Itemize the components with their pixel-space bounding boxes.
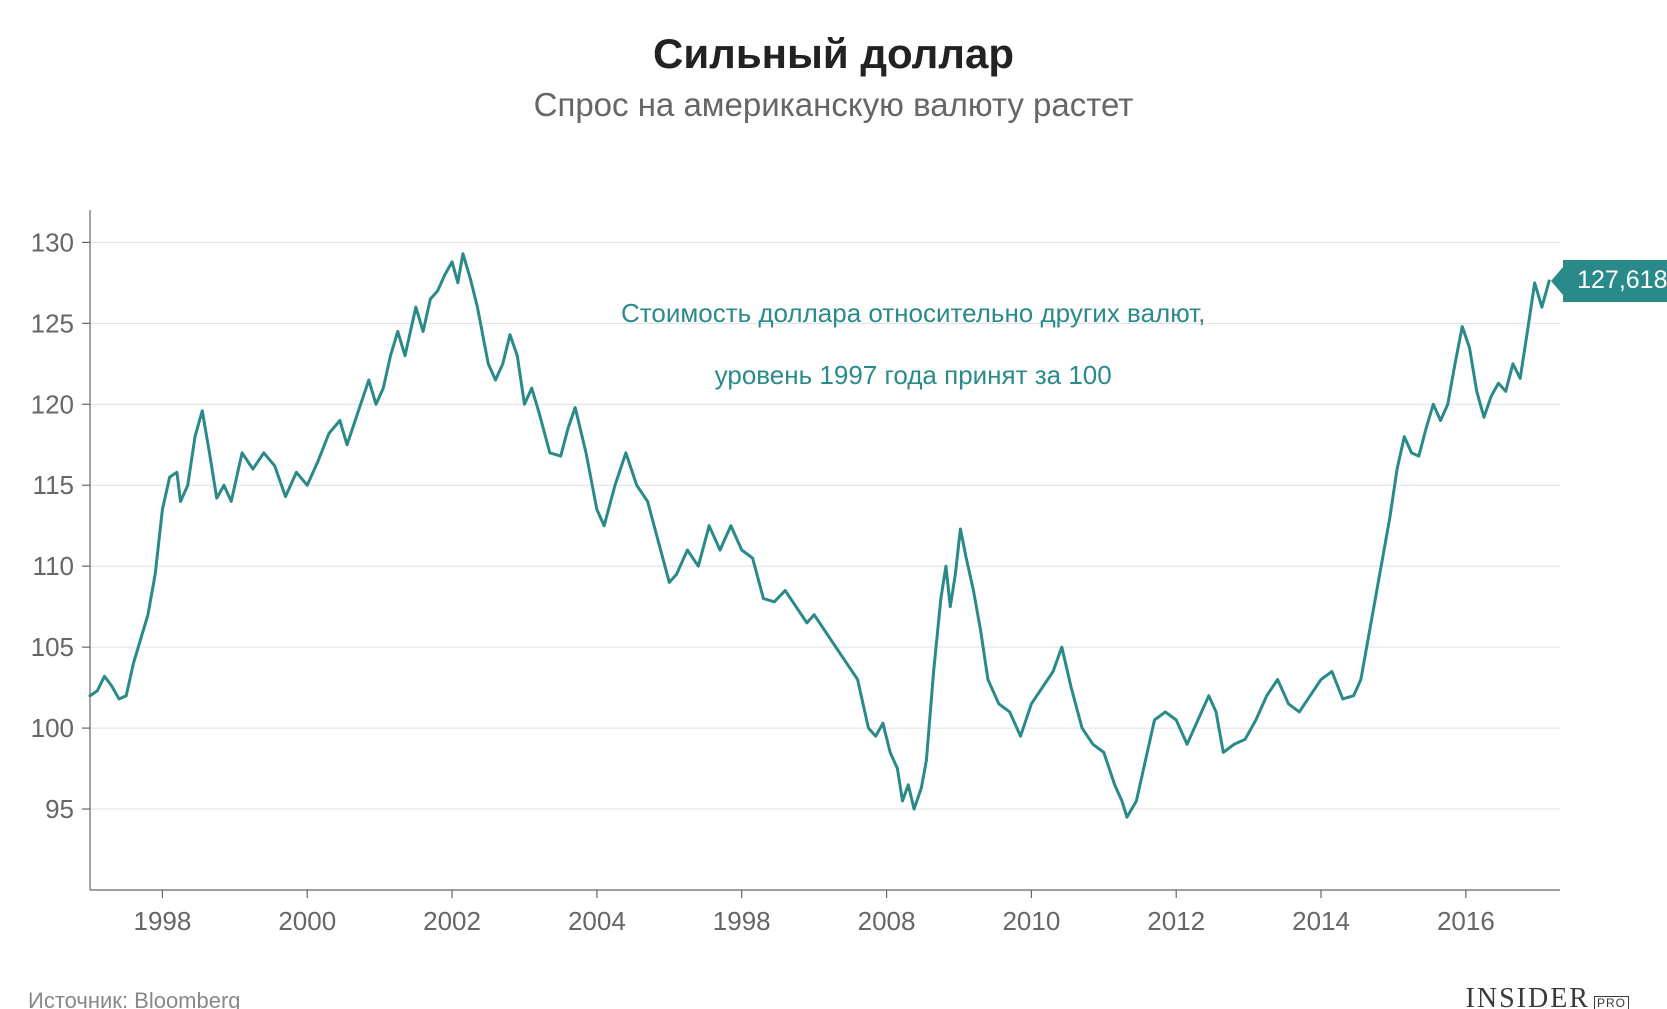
svg-text:1998: 1998 — [133, 906, 191, 936]
svg-text:1998: 1998 — [713, 906, 771, 936]
svg-text:2000: 2000 — [278, 906, 336, 936]
svg-text:2016: 2016 — [1437, 906, 1495, 936]
svg-text:110: 110 — [33, 551, 74, 581]
svg-text:125: 125 — [31, 308, 74, 338]
source-attribution: Источник: Bloomberg — [28, 988, 241, 1009]
svg-text:100: 100 — [31, 713, 74, 743]
brand-logo: INSIDER PRO — [1466, 983, 1629, 1009]
svg-text:115: 115 — [33, 470, 74, 500]
svg-text:105: 105 — [31, 632, 74, 662]
svg-text:130: 130 — [31, 227, 74, 257]
chart-title: Сильный доллар — [0, 30, 1667, 78]
endpoint-value-label: 127,618 — [1563, 260, 1667, 302]
chart-subtitle: Спрос на американскую валюту растет — [0, 86, 1667, 124]
annotation-line-2: уровень 1997 года принят за 100 — [715, 360, 1112, 390]
svg-text:2010: 2010 — [1002, 906, 1060, 936]
svg-text:2008: 2008 — [858, 906, 916, 936]
brand-sub-text: PRO — [1594, 996, 1629, 1009]
annotation-line-1: Стоимость доллара относительно других ва… — [621, 298, 1205, 328]
endpoint-value-text: 127,618 — [1577, 266, 1667, 295]
svg-text:2002: 2002 — [423, 906, 481, 936]
svg-text:2012: 2012 — [1147, 906, 1205, 936]
chart-annotation: Стоимость доллара относительно других ва… — [531, 267, 1295, 391]
svg-text:120: 120 — [31, 389, 74, 419]
svg-text:2004: 2004 — [568, 906, 626, 936]
chart-area: 9510010511011512012513019982000200220041… — [90, 210, 1560, 890]
svg-text:2014: 2014 — [1292, 906, 1350, 936]
svg-text:95: 95 — [45, 794, 74, 824]
brand-main-text: INSIDER — [1466, 983, 1590, 1009]
chart-container: Сильный доллар Спрос на американскую вал… — [0, 30, 1667, 1009]
